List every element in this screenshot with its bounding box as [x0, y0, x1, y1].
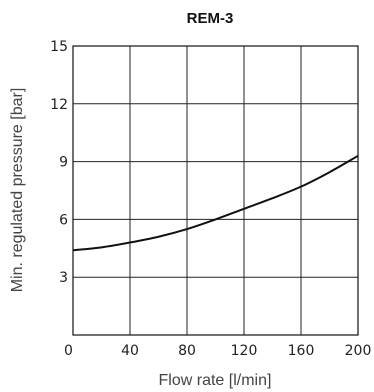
x-tick-label-0: 0: [64, 343, 73, 359]
x-tick-label-3: 120: [231, 343, 258, 359]
y-tick-label-2: 9: [59, 155, 68, 171]
y-tick-label-1: 6: [59, 212, 68, 228]
chart-title: REM-3: [187, 10, 234, 27]
y-tick-label-4: 15: [50, 39, 68, 55]
x-tick-label-5: 200: [345, 343, 372, 359]
y-tick-label-0: 3: [59, 270, 68, 286]
series-line: [72, 154, 359, 252]
plot-frame: [72, 45, 359, 336]
x-tick-label-2: 80: [178, 343, 196, 359]
x-tick-labels: 0 40 80 120 160 200: [64, 343, 371, 359]
x-axis-label: Flow rate [l/min]: [159, 372, 272, 389]
y-tick-label-3: 12: [50, 97, 68, 113]
y-axis-label: Min. regulated pressure [bar]: [9, 88, 26, 293]
x-tick-label-1: 40: [121, 343, 139, 359]
x-tick-label-4: 160: [288, 343, 315, 359]
y-tick-labels: 3 6 9 12 15: [50, 39, 68, 286]
grid: [73, 46, 358, 335]
